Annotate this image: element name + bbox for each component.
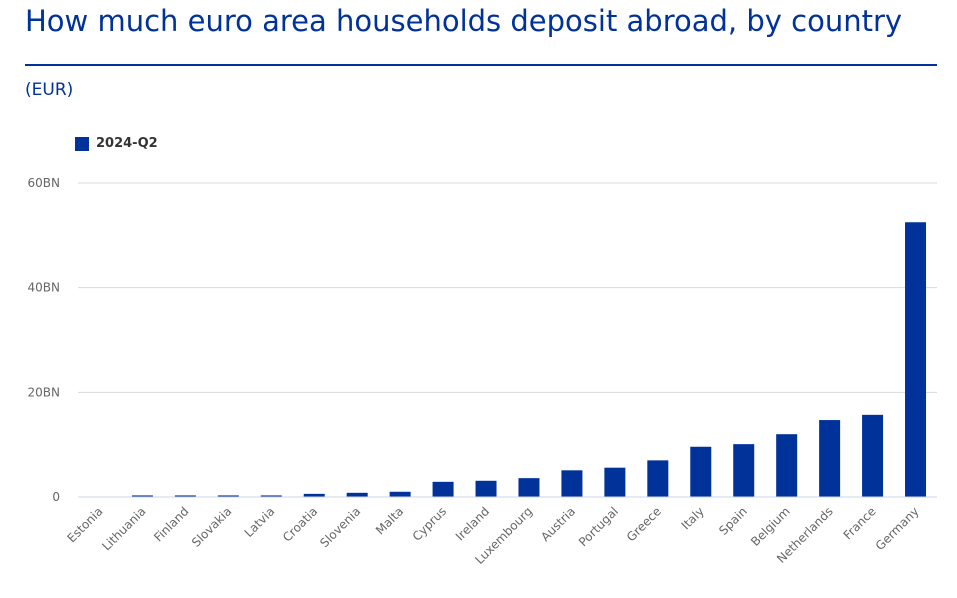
gridlines: [78, 182, 937, 393]
x-tick-label-france: France: [841, 504, 879, 542]
x-tick-label-italy: Italy: [679, 504, 707, 532]
y-tick-label: 60BN: [28, 176, 60, 190]
bar-netherlands[interactable]: [819, 420, 841, 497]
chart-title: How much euro area households deposit ab…: [25, 4, 903, 38]
bar-finland[interactable]: [174, 495, 196, 497]
bar-slovakia[interactable]: [217, 495, 239, 497]
bar-lithuania[interactable]: [131, 495, 153, 497]
bar-greece[interactable]: [647, 460, 669, 497]
y-tick-label: 20BN: [28, 385, 60, 399]
legend-swatch: [75, 136, 89, 151]
x-tick-label-cyprus: Cyprus: [410, 504, 450, 544]
title-divider: [25, 64, 937, 66]
legend-label-2024-q2: 2024-Q2: [96, 136, 158, 151]
bar-germany[interactable]: [905, 222, 927, 497]
x-tick-label-finland: Finland: [151, 504, 191, 544]
bar-slovenia[interactable]: [346, 492, 368, 497]
y-tick-label: 0: [52, 490, 60, 504]
bars: [88, 222, 927, 497]
bar-cyprus[interactable]: [432, 481, 454, 497]
bar-italy[interactable]: [690, 446, 712, 497]
x-tick-label-lithuania: Lithuania: [99, 504, 148, 553]
x-tick-label-estonia: Estonia: [64, 504, 105, 545]
x-tick-label-ireland: Ireland: [453, 504, 492, 543]
x-tick-label-croatia: Croatia: [280, 504, 320, 544]
bar-latvia[interactable]: [260, 495, 282, 497]
x-tick-label-malta: Malta: [373, 504, 406, 537]
x-tick-label-portugal: Portugal: [576, 504, 621, 549]
x-tick-label-latvia: Latvia: [242, 504, 278, 540]
bar-portugal[interactable]: [604, 467, 626, 497]
x-tick-label-slovakia: Slovakia: [189, 504, 235, 550]
x-tick-label-austria: Austria: [538, 504, 578, 544]
x-tick-label-germany: Germany: [873, 504, 922, 553]
unit-label: (EUR): [25, 80, 74, 100]
x-tick-label-greece: Greece: [624, 504, 664, 544]
bar-malta[interactable]: [389, 491, 411, 497]
y-axis-tick-labels: 0 20BN 40BN 60BN: [28, 176, 60, 504]
bar-austria[interactable]: [561, 470, 583, 497]
y-tick-label: 40BN: [28, 281, 60, 295]
x-tick-label-belgium: Belgium: [748, 504, 793, 549]
x-tick-label-spain: Spain: [716, 504, 750, 538]
bar-ireland[interactable]: [475, 480, 497, 497]
x-tick-label-slovenia: Slovenia: [317, 504, 363, 550]
bar-belgium[interactable]: [776, 434, 798, 497]
bar-croatia[interactable]: [303, 493, 325, 497]
bar-france[interactable]: [862, 414, 884, 497]
bar-spain[interactable]: [733, 444, 755, 497]
bar-luxembourg[interactable]: [518, 478, 540, 497]
legend[interactable]: 2024-Q2: [75, 136, 158, 151]
